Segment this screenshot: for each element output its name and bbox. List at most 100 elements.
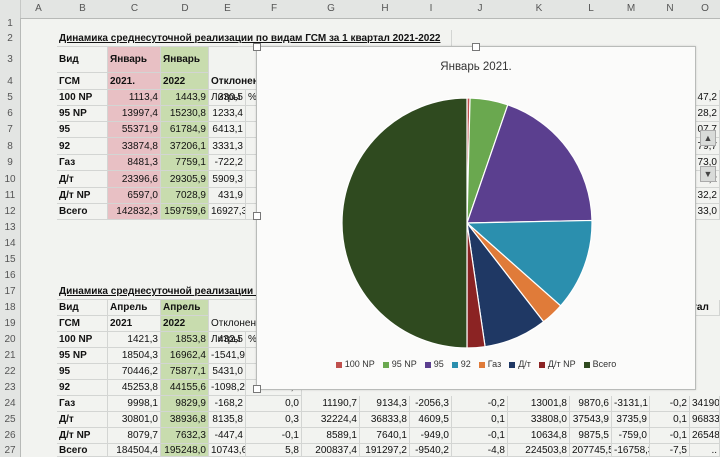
table-cell[interactable]: 431,9 xyxy=(209,188,246,204)
legend-item[interactable]: 92 xyxy=(451,359,471,369)
row-header[interactable]: 25 xyxy=(0,412,21,429)
table-cell[interactable]: 9998,1 xyxy=(108,396,161,412)
column-header[interactable]: H xyxy=(360,0,411,19)
table-cell[interactable]: 37543,9 xyxy=(570,412,612,428)
resize-handle[interactable] xyxy=(253,212,261,220)
row-header[interactable]: 22 xyxy=(0,364,21,381)
table-cell[interactable]: 142832,3 xyxy=(108,204,161,220)
resize-handle[interactable] xyxy=(253,385,261,393)
table-row-label[interactable]: Д/т NP xyxy=(57,188,108,204)
table-cell[interactable]: 6597,0 xyxy=(108,188,161,204)
table-cell[interactable]: 1443,9 xyxy=(161,90,209,106)
table-cell[interactable]: 9829,9 xyxy=(161,396,209,412)
row-header[interactable]: 23 xyxy=(0,380,21,397)
table-cell[interactable]: -447,4 xyxy=(209,428,246,444)
column-header[interactable]: L xyxy=(570,0,613,19)
table-cell[interactable]: 37206,1 xyxy=(161,138,209,155)
table-cell[interactable]: -722,2 xyxy=(209,155,246,171)
table-cell[interactable]: -168,2 xyxy=(209,396,246,412)
table-cell[interactable]: 45253,8 xyxy=(108,380,161,396)
row-header[interactable]: 14 xyxy=(0,236,21,253)
table-cell[interactable]: 7028,9 xyxy=(161,188,209,204)
table-cell[interactable]: 10743,6 xyxy=(209,444,246,457)
row-header[interactable]: 7 xyxy=(0,122,21,139)
table-cell[interactable]: 11190,7 xyxy=(302,396,360,412)
table-cell[interactable]: 30801,0 xyxy=(108,412,161,428)
table-row-label[interactable]: 95 NP xyxy=(57,106,108,122)
row-header[interactable]: 5 xyxy=(0,90,21,107)
row-header[interactable]: 19 xyxy=(0,316,21,333)
column-header[interactable]: A xyxy=(20,0,58,19)
legend-item[interactable]: 100 NP xyxy=(335,359,375,369)
table-cell[interactable]: 70446,2 xyxy=(108,364,161,380)
table-cell[interactable]: 9134,3 xyxy=(360,396,410,412)
table-row-label[interactable]: Д/т NP xyxy=(57,428,108,444)
legend-item[interactable]: 95 NP xyxy=(382,359,417,369)
table-cell[interactable]: 75877,1 xyxy=(161,364,209,380)
column-header[interactable]: M xyxy=(612,0,651,19)
table-cell[interactable]: 1233,4 xyxy=(209,106,246,122)
row-header[interactable]: 24 xyxy=(0,396,21,413)
column-header[interactable]: K xyxy=(508,0,571,19)
table-cell[interactable]: 8135,8 xyxy=(209,412,246,428)
table-cell[interactable]: 1853,8 xyxy=(161,332,209,348)
table-cell[interactable]: 195248,0 xyxy=(161,444,209,457)
table-row-label[interactable]: Всего xyxy=(57,444,108,457)
table-cell[interactable]: 18504,3 xyxy=(108,348,161,364)
row-header[interactable]: 4 xyxy=(0,73,21,91)
table-cell[interactable]: 224503,8 xyxy=(508,444,570,457)
table-cell[interactable]: 33808,0 xyxy=(508,412,570,428)
row-header[interactable]: 8 xyxy=(0,138,21,156)
table-cell[interactable]: 38936,8 xyxy=(161,412,209,428)
table-cell[interactable]: 5909,3 xyxy=(209,171,246,188)
table-cell[interactable]: 4609,5 xyxy=(410,412,452,428)
pie-slice-всего[interactable] xyxy=(341,97,468,349)
table-row-label[interactable]: Д/т xyxy=(57,171,108,188)
table-cell[interactable]: 26548,3 xyxy=(690,428,720,444)
row-header[interactable]: 16 xyxy=(0,268,21,285)
header-cell[interactable]: 2021 xyxy=(108,316,161,332)
header-cell[interactable]: Январь xyxy=(161,47,209,73)
table-cell[interactable]: 13997,4 xyxy=(108,106,161,122)
table-row-label[interactable]: Всего xyxy=(57,204,108,220)
table-cell[interactable]: 0,3 xyxy=(246,412,302,428)
row-header[interactable]: 17 xyxy=(0,284,21,301)
table-row-label[interactable]: 95 xyxy=(57,364,108,380)
table-cell[interactable]: 44155,6 xyxy=(161,380,209,396)
header-cell[interactable]: Вид xyxy=(57,300,108,316)
table-cell[interactable]: 8589,1 xyxy=(302,428,360,444)
table-row-label[interactable]: 100 NP xyxy=(57,332,108,348)
table-cell[interactable]: -2056,3 xyxy=(410,396,452,412)
table-cell[interactable]: -3131,1 xyxy=(612,396,650,412)
select-all-corner[interactable] xyxy=(0,0,21,19)
header-cell[interactable]: 2022 xyxy=(161,73,209,90)
row-header[interactable]: 6 xyxy=(0,106,21,123)
table-cell[interactable]: -0,1 xyxy=(452,428,508,444)
row-header[interactable]: 12 xyxy=(0,204,21,221)
table-cell[interactable]: 0,1 xyxy=(452,412,508,428)
table-cell[interactable]: 0,0 xyxy=(246,396,302,412)
table-cell[interactable]: 7640,1 xyxy=(360,428,410,444)
table-cell[interactable]: -0,2 xyxy=(650,396,690,412)
table-cell[interactable]: 432,5 xyxy=(209,332,246,348)
legend-item[interactable]: Д/т NP xyxy=(538,359,576,369)
column-header[interactable]: I xyxy=(410,0,453,19)
header-cell[interactable]: Апрель xyxy=(108,300,161,316)
column-header[interactable]: F xyxy=(246,0,303,19)
column-header[interactable]: D xyxy=(161,0,210,19)
table-cell[interactable]: -4,8 xyxy=(452,444,508,457)
header-cell[interactable]: 2021. xyxy=(108,73,161,90)
table-cell[interactable]: -1541,9 xyxy=(209,348,246,364)
table-cell[interactable]: 0,1 xyxy=(650,412,690,428)
header-cell[interactable]: Январь xyxy=(108,47,161,73)
column-header[interactable]: E xyxy=(209,0,247,19)
table-cell[interactable]: 1421,3 xyxy=(108,332,161,348)
table-cell[interactable]: 207745,5 xyxy=(570,444,612,457)
table-cell[interactable]: 8481,3 xyxy=(108,155,161,171)
table-row-label[interactable]: 100 NP xyxy=(57,90,108,106)
column-header[interactable]: J xyxy=(452,0,509,19)
row-header[interactable]: 2 xyxy=(0,30,21,48)
legend-item[interactable]: Всего xyxy=(583,359,616,369)
pie-slice-95[interactable] xyxy=(466,104,593,224)
